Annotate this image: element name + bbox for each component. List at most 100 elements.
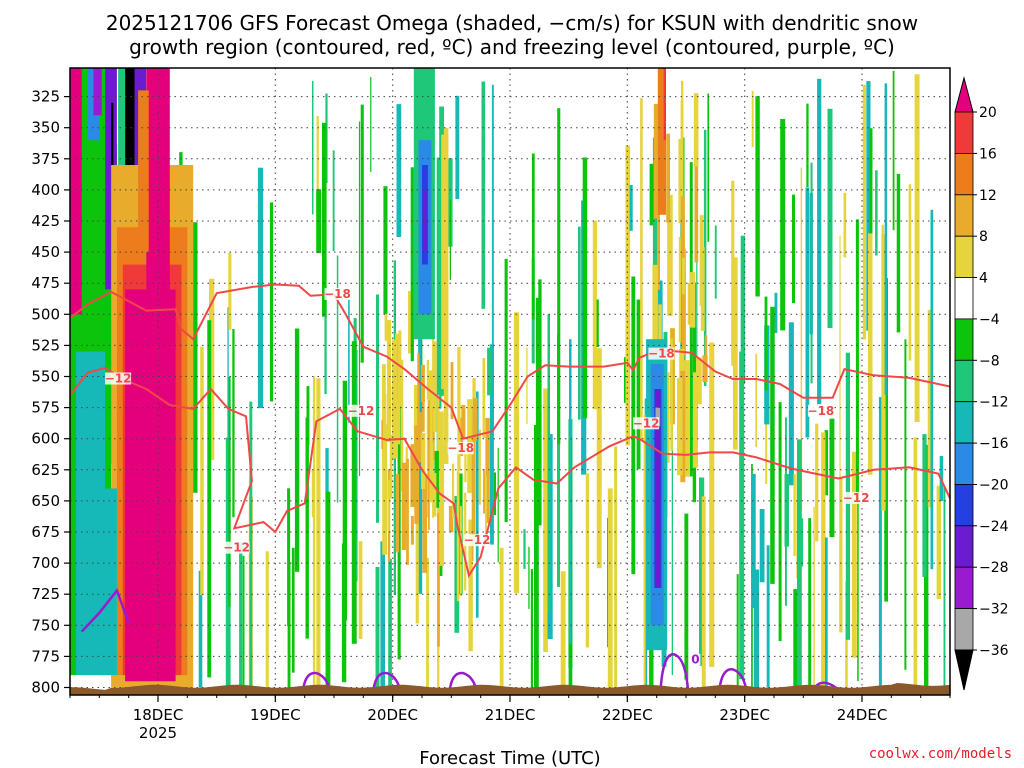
colorbar-label: −16 (979, 436, 1009, 452)
colorbar-segment (954, 608, 974, 651)
omega-cell (504, 258, 508, 523)
y-tick-label: 425 (31, 212, 60, 230)
contour-label-bg (447, 442, 474, 455)
omega-cell (422, 475, 428, 573)
omega-cell (922, 434, 927, 577)
x-tick-label: 18DEC (133, 706, 184, 724)
colorbar-segment (954, 318, 974, 361)
colorbar-segment (954, 401, 974, 444)
omega-cell (681, 242, 685, 295)
omega-cell (410, 515, 414, 545)
omega-cell (764, 296, 768, 391)
y-tick-label: 400 (31, 181, 60, 199)
omega-cell (694, 132, 699, 263)
omega-cell (751, 473, 756, 609)
omega-cell (408, 291, 411, 354)
omega-cell (866, 81, 871, 331)
omega-cell (475, 391, 479, 618)
omega-cell (383, 393, 387, 452)
omega-cell (652, 264, 658, 360)
omega-cell (625, 145, 631, 446)
freezing-level-blip (717, 668, 749, 695)
omega-cell (943, 485, 946, 688)
omega-cell (388, 558, 392, 688)
omega-cell (358, 121, 361, 476)
omega-cell (437, 513, 440, 647)
x-tick-label: 19DEC (250, 706, 301, 724)
y-tick-label: 325 (31, 88, 60, 106)
omega-cell (696, 229, 698, 428)
omega-cell (696, 357, 702, 405)
omega-cell (464, 444, 467, 483)
contour-label: −18 (447, 441, 474, 455)
omega-cell (896, 173, 901, 333)
y-tick-label: 475 (31, 274, 60, 292)
omega-cell (655, 407, 661, 427)
y-tick-label: 675 (31, 523, 60, 541)
colorbar-label: 8 (979, 229, 988, 245)
omega-cell (198, 570, 203, 688)
omega-cell (415, 488, 419, 624)
omega-cell (538, 279, 542, 526)
omega-cell (434, 450, 440, 508)
omega-cell (428, 400, 430, 531)
omega-cell (652, 137, 658, 359)
y-tick-label: 775 (31, 647, 60, 665)
omega-cell (569, 339, 572, 644)
omega-cell (399, 365, 402, 407)
contour-label-bg (105, 372, 132, 385)
omega-cell (797, 439, 802, 688)
omega-cell (640, 98, 643, 442)
omega-cell (653, 103, 659, 219)
omega-cell (429, 442, 434, 503)
omega-cell (755, 96, 760, 297)
omega-cell (913, 437, 918, 688)
credit-text: coolwx.com/models (869, 746, 1012, 762)
omega-cell (450, 362, 454, 420)
omega-cell (227, 307, 229, 443)
terrain-fill (70, 683, 950, 695)
omega-cell (493, 472, 496, 516)
y-tick-label: 450 (31, 243, 60, 261)
y-tick-label: 550 (31, 368, 60, 386)
omega-cell (239, 542, 243, 688)
omega-cell (432, 473, 437, 517)
omega-cell (936, 485, 941, 599)
omega-cell (423, 189, 427, 253)
y-axis-ticks: 325 350 375 400 425 450 475 500 525 550 575 600 625 6… (31, 88, 70, 697)
omega-cell (528, 546, 530, 609)
omega-cell (805, 187, 810, 438)
contour-label: −18 (648, 347, 675, 361)
omega-cell (414, 425, 419, 524)
omega-cell (557, 334, 560, 587)
chart-title-line2: growth region (contoured, red, ºC) and f… (129, 35, 895, 59)
omega-cell (427, 370, 433, 466)
x-tick-sublabel: 2025 (139, 724, 177, 742)
contour-label-bg (348, 404, 374, 417)
colorbar-segment (954, 566, 974, 610)
omega-cell (684, 513, 689, 680)
omega-cell (513, 312, 520, 594)
x-axis-label: Forecast Time (UTC) (419, 748, 600, 768)
omega-shading (70, 68, 946, 688)
omega-cell (287, 488, 291, 626)
omega-cell (138, 90, 149, 253)
omega-cell (406, 458, 409, 565)
omega-cell (655, 389, 661, 588)
omega-cell (265, 551, 269, 688)
omega-cell (351, 341, 357, 644)
omega-cell (322, 122, 327, 317)
omega-cell (125, 68, 135, 184)
colorbar-top-arrow (954, 76, 974, 113)
colorbar-segment (954, 359, 974, 403)
omega-cell (491, 84, 494, 425)
omega-cell (793, 474, 796, 556)
omega-cell (441, 134, 446, 390)
omega-cell (376, 294, 379, 523)
omega-cell (312, 376, 316, 688)
omega-cell (381, 419, 385, 449)
omega-cell (413, 384, 419, 450)
omega-cell (478, 429, 481, 505)
omega-cell (704, 335, 708, 371)
